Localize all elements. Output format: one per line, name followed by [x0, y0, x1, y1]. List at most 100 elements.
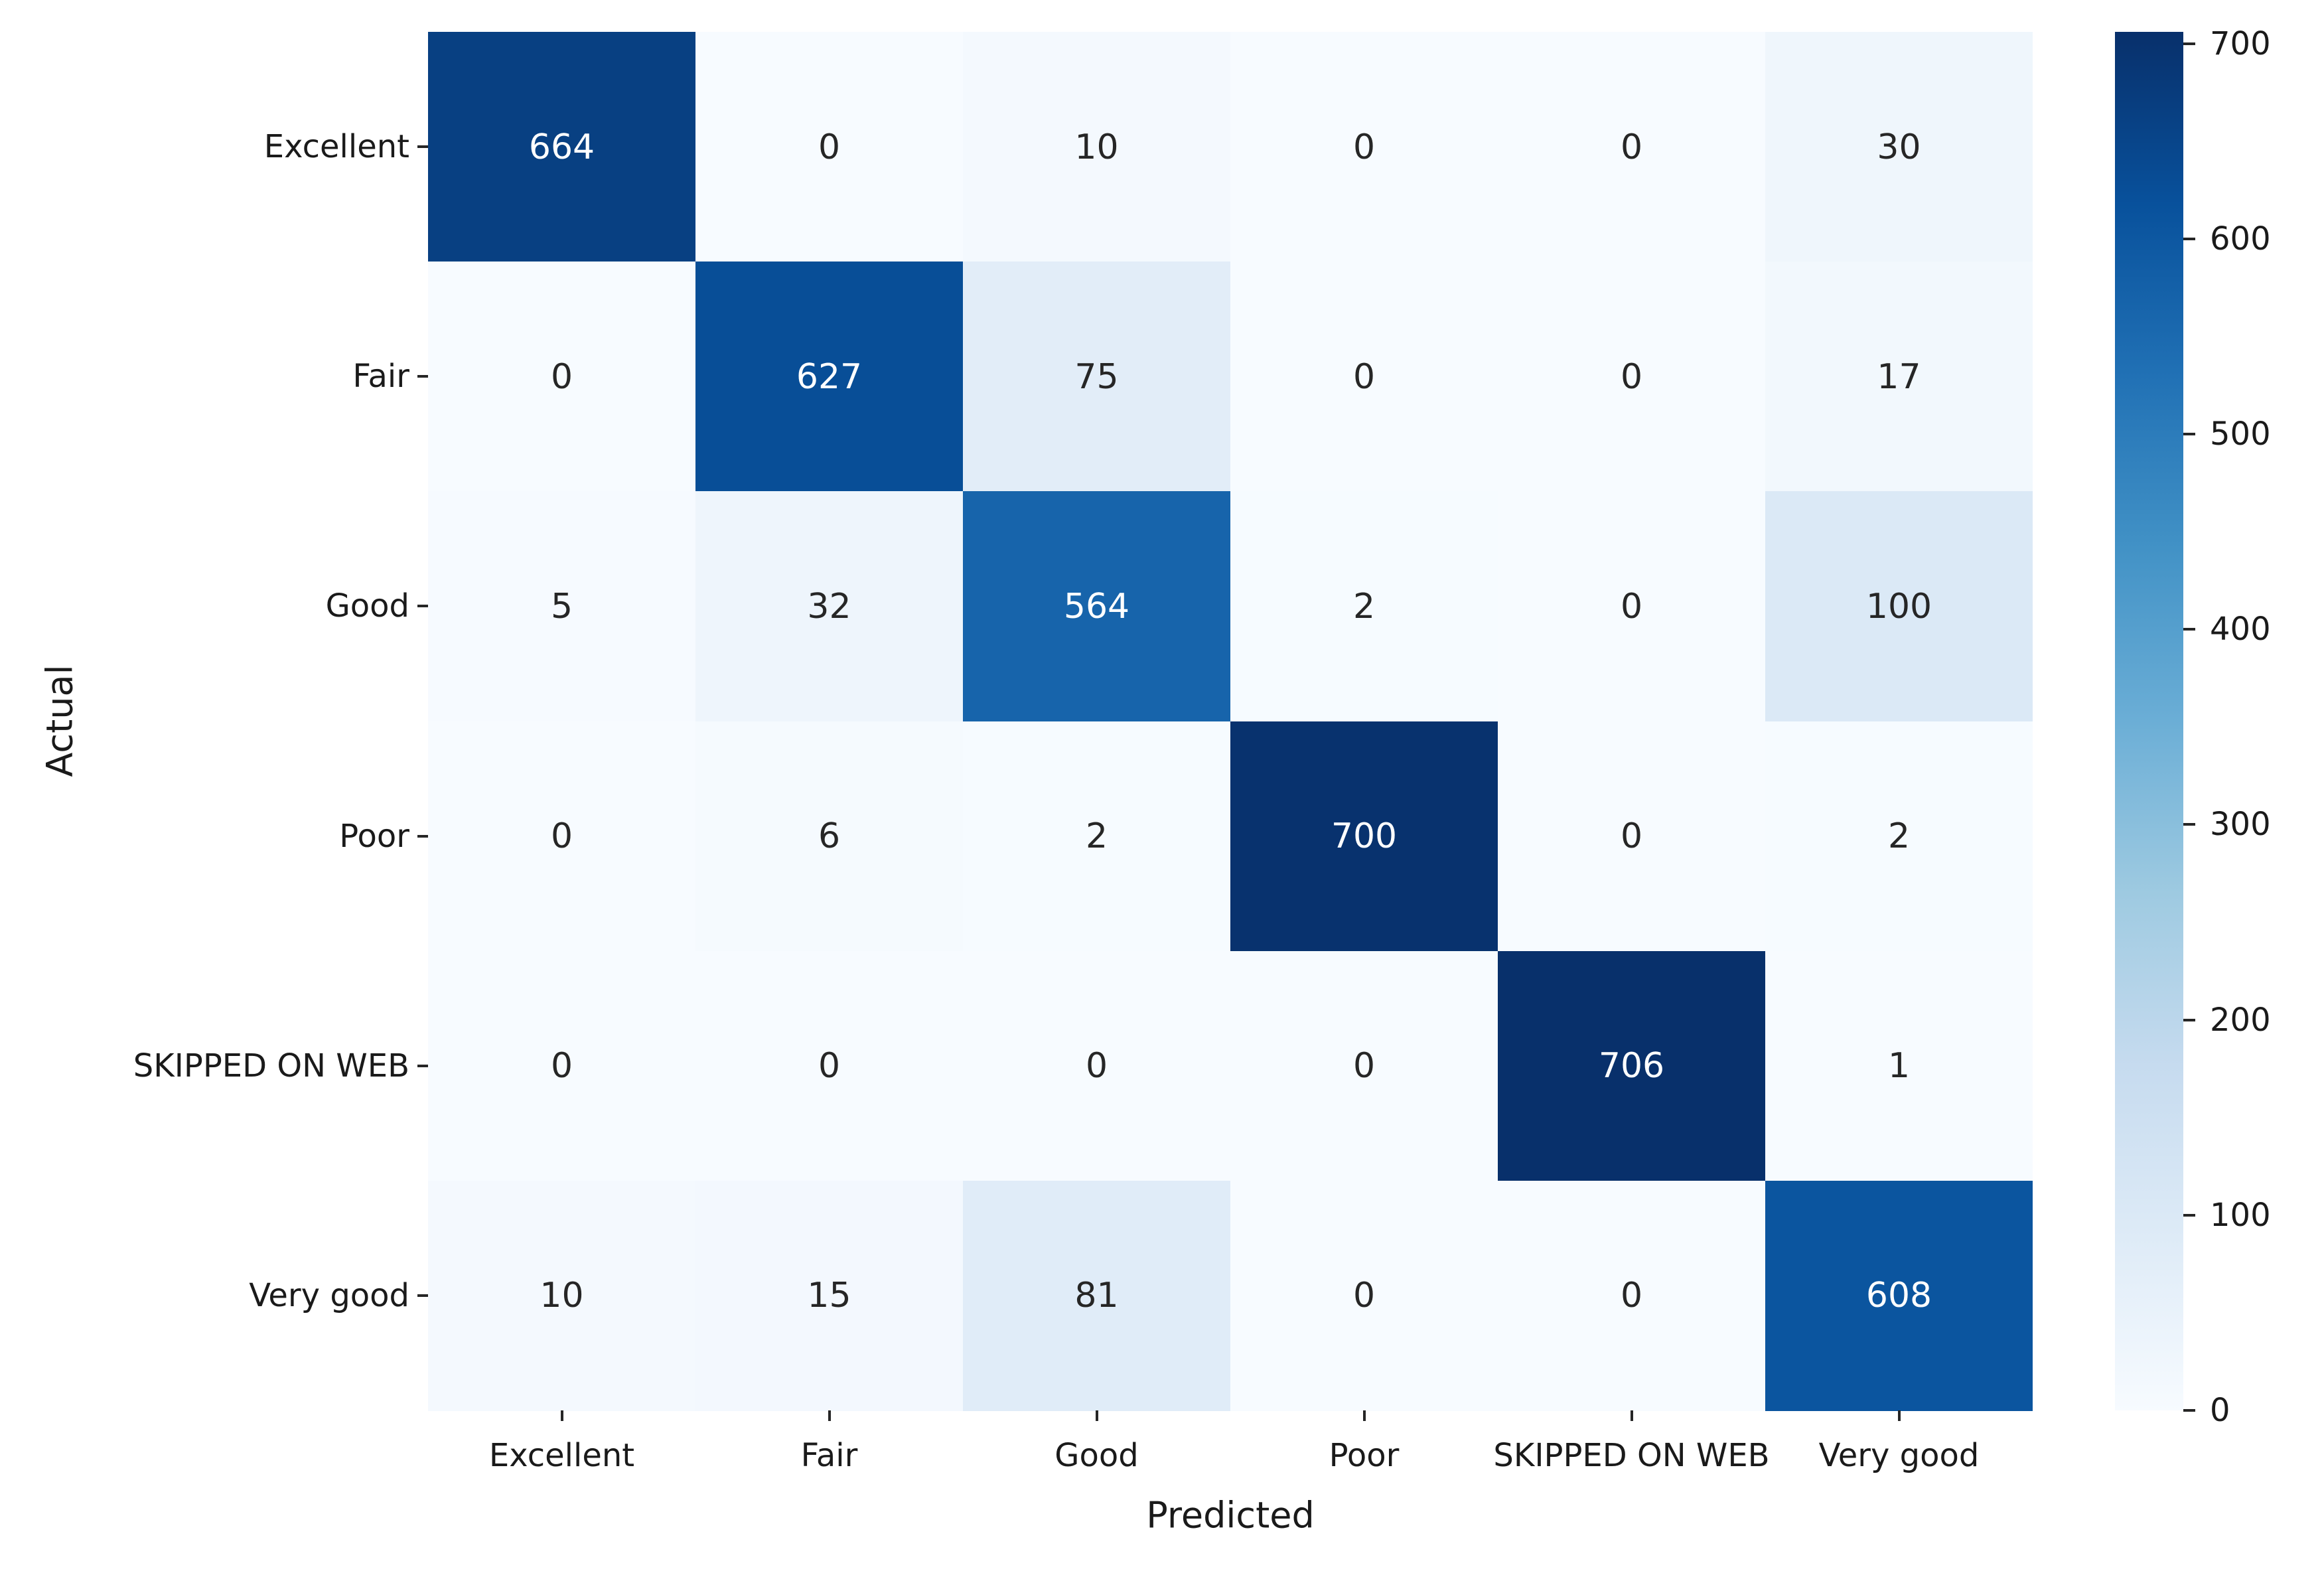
x-tick-mark — [1095, 1410, 1098, 1421]
x-tick-mark — [1897, 1410, 1901, 1421]
colorbar-tick-mark — [2183, 628, 2195, 631]
heatmap-cell: 0 — [428, 721, 695, 952]
cell-value: 15 — [807, 1276, 851, 1316]
cell-value: 0 — [1085, 1046, 1108, 1087]
cell-value: 0 — [1620, 816, 1643, 856]
cell-value: 700 — [1331, 816, 1398, 856]
x-tick-label: SKIPPED ON WEB — [1493, 1437, 1770, 1474]
colorbar-tick-mark — [2183, 1213, 2195, 1217]
heatmap-cell: 0 — [1498, 721, 1765, 952]
heatmap-cell: 100 — [1765, 491, 2033, 722]
cell-value: 0 — [1620, 586, 1643, 627]
cell-value: 6 — [818, 816, 841, 856]
cell-value: 30 — [1877, 127, 1921, 167]
y-tick-label: Poor — [339, 817, 409, 855]
heatmap-cell: 75 — [963, 262, 1230, 492]
x-tick-label: Excellent — [488, 1437, 635, 1474]
heatmap-cell: 0 — [1230, 32, 1498, 262]
heatmap-cell: 2 — [1230, 491, 1498, 722]
heatmap-cell: 0 — [1230, 262, 1498, 492]
heatmap-cell: 81 — [963, 1180, 1230, 1411]
cell-value: 664 — [528, 127, 595, 167]
colorbar-tick-label: 100 — [2210, 1196, 2271, 1234]
colorbar-tick-label: 300 — [2210, 806, 2271, 844]
heatmap-cell: 0 — [1230, 1180, 1498, 1411]
heatmap-cell: 0 — [1498, 32, 1765, 262]
heatmap-cell: 30 — [1765, 32, 2033, 262]
heatmap-cell: 0 — [1498, 491, 1765, 722]
cell-value: 0 — [1352, 1046, 1376, 1087]
x-tick-mark — [1362, 1410, 1366, 1421]
y-tick-label: Good — [325, 587, 409, 625]
cell-value: 10 — [540, 1276, 584, 1316]
cell-value: 0 — [1352, 1276, 1376, 1316]
heatmap-axes: 664 0 10 0 0 30 0 627 75 0 0 17 5 32 564 2 0 100 0 6 2 700 0 2 0… — [428, 32, 2033, 1411]
cell-value: 10 — [1074, 127, 1119, 167]
cell-value: 1 — [1887, 1046, 1911, 1087]
y-tick-label: Excellent — [263, 128, 409, 166]
x-tick-label: Poor — [1329, 1437, 1400, 1474]
colorbar-tick-mark — [2183, 823, 2195, 826]
y-tick-mark — [417, 1294, 428, 1297]
y-tick-label: SKIPPED ON WEB — [133, 1047, 409, 1085]
cell-value: 2 — [1887, 816, 1911, 856]
cell-value: 0 — [1620, 356, 1643, 397]
cell-value: 0 — [550, 356, 573, 397]
heatmap-cell: 0 — [695, 950, 963, 1181]
cell-value: 75 — [1074, 356, 1119, 397]
heatmap-cell: 5 — [428, 491, 695, 722]
x-tick-mark — [1630, 1410, 1633, 1421]
colorbar-tick-label: 400 — [2210, 611, 2271, 648]
heatmap-cell: 0 — [695, 32, 963, 262]
heatmap-cell: 10 — [428, 1180, 695, 1411]
cell-value: 0 — [818, 1046, 841, 1087]
colorbar-tick-label: 500 — [2210, 415, 2271, 453]
cell-value: 32 — [807, 586, 851, 627]
y-tick-mark — [417, 834, 428, 838]
cell-value: 81 — [1074, 1276, 1119, 1316]
heatmap-cell: 706 — [1498, 950, 1765, 1181]
cell-value: 0 — [1352, 356, 1376, 397]
y-axis-title: Actual — [38, 664, 81, 777]
heatmap-cell: 564 — [963, 491, 1230, 722]
colorbar-tick-mark — [2183, 42, 2195, 45]
heatmap-cell: 0 — [1498, 262, 1765, 492]
cell-value: 0 — [1352, 127, 1376, 167]
heatmap-cell: 15 — [695, 1180, 963, 1411]
colorbar-tick-label: 700 — [2210, 25, 2271, 62]
cell-value: 5 — [550, 586, 573, 627]
cell-value: 627 — [796, 356, 863, 397]
cell-value: 2 — [1352, 586, 1376, 627]
heatmap-cell: 6 — [695, 721, 963, 952]
x-tick-label: Good — [1054, 1437, 1139, 1474]
heatmap-cell: 0 — [1498, 1180, 1765, 1411]
heatmap-cell: 664 — [428, 32, 695, 262]
heatmap-cell: 608 — [1765, 1180, 2033, 1411]
y-tick-mark — [417, 375, 428, 378]
heatmap-cell: 1 — [1765, 950, 2033, 1181]
colorbar-tick-label: 0 — [2210, 1392, 2230, 1429]
colorbar-tick-label: 600 — [2210, 220, 2271, 258]
x-tick-mark — [560, 1410, 563, 1421]
cell-value: 0 — [818, 127, 841, 167]
cell-value: 0 — [1620, 1276, 1643, 1316]
cell-value: 2 — [1085, 816, 1108, 856]
colorbar-tick-mark — [2183, 237, 2195, 240]
y-tick-label: Fair — [352, 358, 409, 396]
colorbar-tick-mark — [2183, 1018, 2195, 1021]
heatmap-cell: 0 — [428, 262, 695, 492]
heatmap-cell: 10 — [963, 32, 1230, 262]
heatmap-cell: 0 — [428, 950, 695, 1181]
x-axis-title: Predicted — [1146, 1494, 1315, 1537]
cell-value: 0 — [1620, 127, 1643, 167]
x-tick-label: Fair — [800, 1437, 858, 1474]
heatmap-cell: 2 — [963, 721, 1230, 952]
heatmap-cell: 0 — [1230, 950, 1498, 1181]
cell-value: 0 — [550, 1046, 573, 1087]
heatmap-cell: 2 — [1765, 721, 2033, 952]
heatmap-cell: 627 — [695, 262, 963, 492]
heatmap-cell: 32 — [695, 491, 963, 722]
y-tick-mark — [417, 605, 428, 608]
colorbar-tick-mark — [2183, 433, 2195, 436]
